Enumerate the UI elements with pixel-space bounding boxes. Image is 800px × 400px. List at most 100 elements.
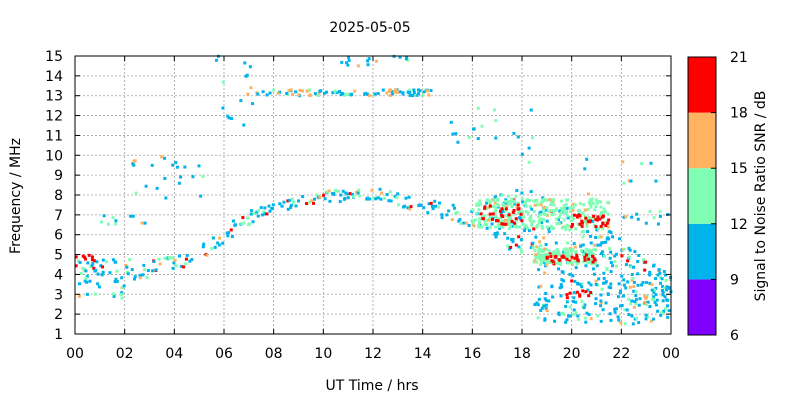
y-tick-label: 5	[54, 248, 63, 264]
data-point	[268, 91, 272, 95]
data-point	[535, 245, 539, 249]
data-point	[393, 90, 397, 94]
data-point	[630, 272, 634, 276]
data-point	[297, 93, 301, 97]
data-point	[629, 302, 633, 306]
data-point	[587, 217, 591, 221]
data-point	[561, 208, 565, 212]
data-point	[652, 263, 656, 267]
data-point	[140, 221, 144, 225]
data-point	[540, 306, 544, 310]
data-point	[661, 299, 665, 303]
data-point	[609, 250, 613, 254]
data-point	[650, 297, 654, 301]
data-point	[515, 188, 519, 192]
data-point	[182, 265, 186, 269]
data-point	[74, 255, 78, 259]
data-point	[289, 88, 293, 92]
data-point	[78, 282, 82, 286]
data-point	[294, 204, 298, 208]
data-point	[662, 270, 666, 274]
data-point	[505, 204, 509, 208]
data-point	[450, 218, 454, 222]
data-point	[555, 207, 559, 211]
data-point	[573, 203, 577, 207]
data-point	[477, 225, 481, 229]
data-point	[483, 205, 487, 209]
data-point	[493, 210, 497, 214]
data-point	[544, 243, 548, 247]
data-point	[492, 108, 496, 112]
data-point	[552, 252, 556, 256]
data-point	[666, 315, 670, 319]
data-point	[542, 218, 546, 222]
data-point	[507, 202, 511, 206]
data-point	[587, 281, 591, 285]
data-point	[622, 283, 626, 287]
data-point	[120, 276, 124, 280]
data-point	[657, 268, 661, 272]
data-point	[128, 258, 132, 262]
data-point	[199, 194, 203, 198]
data-point	[607, 218, 611, 222]
data-point	[544, 307, 548, 311]
data-point	[494, 119, 498, 123]
data-point	[552, 203, 556, 207]
data-point	[484, 218, 488, 222]
data-point	[555, 222, 559, 226]
y-tick-label: 9	[54, 168, 63, 184]
data-point	[545, 198, 549, 202]
data-point	[154, 268, 158, 272]
data-point	[322, 193, 326, 197]
data-point	[591, 202, 595, 206]
colorbar-band	[688, 57, 716, 113]
data-point	[616, 295, 620, 299]
data-point	[77, 294, 81, 298]
data-point	[593, 243, 597, 247]
data-point	[601, 250, 605, 254]
data-point	[357, 188, 361, 192]
data-point	[621, 160, 625, 164]
data-point	[81, 254, 85, 258]
data-point	[528, 217, 532, 221]
data-point	[649, 161, 653, 165]
data-point	[539, 217, 543, 221]
data-point	[557, 222, 561, 226]
data-point	[539, 257, 543, 261]
data-point	[633, 250, 637, 254]
data-point	[271, 203, 275, 207]
data-point	[599, 293, 603, 297]
data-point	[513, 221, 517, 225]
data-point	[539, 203, 543, 207]
data-point	[429, 201, 433, 205]
data-point	[648, 273, 652, 277]
data-point	[630, 215, 634, 219]
data-point	[490, 222, 494, 226]
data-point	[585, 258, 589, 262]
data-point	[113, 280, 117, 284]
data-point	[650, 288, 654, 292]
data-point	[542, 304, 546, 308]
data-point	[501, 222, 505, 226]
data-point	[390, 90, 394, 94]
data-point	[272, 88, 276, 92]
data-point	[566, 198, 570, 202]
data-point	[171, 266, 175, 270]
data-point	[479, 202, 483, 206]
data-point	[138, 276, 142, 280]
data-point	[572, 242, 576, 246]
data-point	[645, 280, 649, 284]
data-point	[637, 321, 641, 325]
data-point	[523, 201, 527, 205]
data-point	[585, 222, 589, 226]
data-point	[383, 196, 387, 200]
data-point	[83, 279, 87, 283]
data-point	[632, 285, 636, 289]
data-point	[158, 262, 162, 266]
data-point	[490, 205, 494, 209]
data-point	[514, 243, 518, 247]
data-point	[485, 223, 489, 227]
data-point	[111, 258, 115, 262]
data-point	[79, 271, 83, 275]
data-point	[493, 195, 497, 199]
